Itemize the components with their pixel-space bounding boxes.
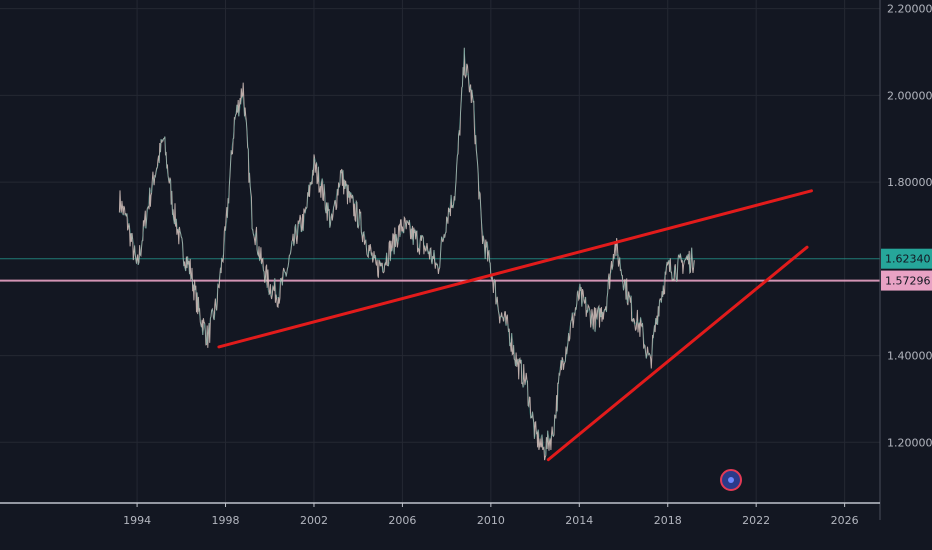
x-tick-label: 2022 bbox=[742, 514, 770, 527]
x-tick-label: 2002 bbox=[300, 514, 328, 527]
y-tick-label: 2.20000 bbox=[887, 3, 932, 16]
x-axis-ticks: 1994 1998 2002 2006 2010 2014 2018 2022 2026 bbox=[123, 503, 859, 527]
events-marker[interactable] bbox=[720, 469, 742, 491]
y-tick-label: 1.80000 bbox=[887, 176, 932, 189]
trend-lines[interactable] bbox=[217, 189, 813, 462]
x-tick-label: 2006 bbox=[388, 514, 416, 527]
price-tag-label: 1.57296 bbox=[885, 275, 931, 288]
price-line bbox=[118, 47, 695, 461]
y-tick-label: 1.40000 bbox=[887, 350, 932, 363]
price-tags: 1.62340 1.57296 bbox=[881, 248, 932, 291]
price-tag-label: 1.62340 bbox=[885, 253, 931, 266]
x-tick-label: 2026 bbox=[831, 514, 859, 527]
trend-line[interactable] bbox=[546, 245, 809, 462]
price-tag bbox=[881, 270, 932, 291]
x-tick-label: 2014 bbox=[565, 514, 593, 527]
y-tick-label: 2.00000 bbox=[887, 89, 932, 102]
trend-line[interactable] bbox=[217, 189, 813, 349]
price-series bbox=[118, 47, 695, 461]
y-tick-label: 1.20000 bbox=[887, 436, 932, 449]
x-tick-label: 1998 bbox=[212, 514, 240, 527]
x-tick-label: 2010 bbox=[477, 514, 505, 527]
price-line-accent bbox=[119, 47, 694, 456]
x-tick-label: 2018 bbox=[654, 514, 682, 527]
x-tick-label: 1994 bbox=[123, 514, 151, 527]
events-icon-dot bbox=[728, 477, 734, 483]
price-tag bbox=[881, 248, 932, 269]
y-axis-ticks: 1.20000 1.40000 1.80000 2.00000 2.20000 bbox=[887, 3, 932, 450]
